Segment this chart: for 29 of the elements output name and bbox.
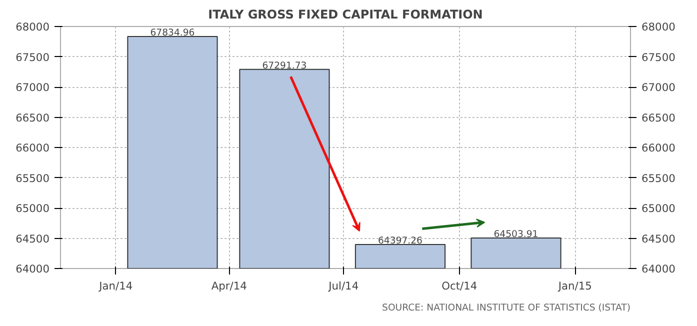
chart-title: ITALY GROSS FIXED CAPITAL FORMATION xyxy=(208,8,483,22)
x-tick-label: Jan/14 xyxy=(98,280,133,292)
y2-tick-label: 66500 xyxy=(642,111,676,124)
y-tick-label: 65500 xyxy=(16,172,50,185)
x-tick-label: Apr/14 xyxy=(211,280,248,292)
y-tick-label: 68000 xyxy=(16,20,50,34)
y2-tick-label: 65500 xyxy=(642,172,676,185)
data-label: 64397.26 xyxy=(378,235,423,246)
x-tick-label: Jan/15 xyxy=(557,280,592,292)
y2-tick-label: 65000 xyxy=(642,202,676,215)
y-tick-label: 66000 xyxy=(16,142,50,154)
y2-tick-label: 67500 xyxy=(642,50,676,64)
y-tick-label: 66500 xyxy=(16,111,50,124)
source-note: SOURCE: NATIONAL INSTITUTE OF STATISTICS (ISTAT) xyxy=(382,302,631,314)
x-tick-label: Oct/14 xyxy=(442,280,478,292)
y-tick-label: 64000 xyxy=(16,262,50,276)
y-tick-label: 64500 xyxy=(16,232,50,246)
y-tick-label: 67000 xyxy=(16,81,50,94)
y2-tick-label: 67000 xyxy=(642,81,676,94)
data-label: 67834.96 xyxy=(150,27,195,38)
y2-tick-label: 64500 xyxy=(642,232,676,246)
y-tick-label: 67500 xyxy=(16,50,50,64)
x-tick-label: Jul/14 xyxy=(328,280,359,292)
y-tick-label: 65000 xyxy=(16,202,50,215)
data-label: 64503.91 xyxy=(494,229,538,240)
data-label: 67291.73 xyxy=(262,60,307,72)
y2-tick-label: 68000 xyxy=(642,20,676,34)
y2-tick-label: 66000 xyxy=(642,142,676,154)
y2-tick-label: 64000 xyxy=(642,262,676,276)
